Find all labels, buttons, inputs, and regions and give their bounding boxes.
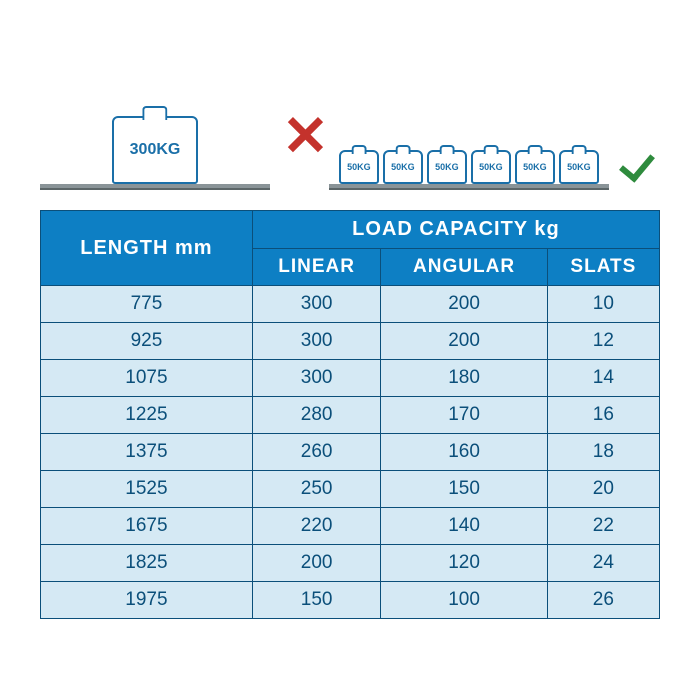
cell-angular: 100 (381, 582, 547, 619)
big-weight-label: 300KG (130, 141, 181, 159)
table-row: 137526016018 (41, 434, 660, 471)
check-icon (621, 128, 665, 184)
cell-slats: 26 (547, 582, 659, 619)
cell-slats: 18 (547, 434, 659, 471)
shelf-right (329, 184, 609, 190)
table-row: 152525015020 (41, 471, 660, 508)
cell-length: 1825 (41, 545, 253, 582)
cell-angular: 120 (381, 545, 547, 582)
cell-linear: 280 (252, 397, 381, 434)
cell-length: 1225 (41, 397, 253, 434)
big-weight-icon: 300KG (112, 116, 198, 184)
load-illustration: 300KG ✕ 50KG 50KG 50KG 50KG 50KG 50KG (30, 60, 670, 190)
cell-length: 775 (41, 286, 253, 323)
cell-slats: 14 (547, 360, 659, 397)
cell-slats: 10 (547, 286, 659, 323)
small-weight-label: 50KG (391, 162, 415, 172)
shelf-group-right: 50KG 50KG 50KG 50KG 50KG 50KG (329, 150, 609, 190)
cell-length: 1975 (41, 582, 253, 619)
cell-linear: 300 (252, 360, 381, 397)
cell-linear: 300 (252, 323, 381, 360)
correct-load-side: 50KG 50KG 50KG 50KG 50KG 50KG (329, 128, 665, 190)
table-row: 77530020010 (41, 286, 660, 323)
small-weight-label: 50KG (567, 162, 591, 172)
header-slats: SLATS (547, 249, 659, 286)
table-row: 92530020012 (41, 323, 660, 360)
table-row: 167522014022 (41, 508, 660, 545)
cell-linear: 300 (252, 286, 381, 323)
table-row: 107530018014 (41, 360, 660, 397)
cell-length: 1525 (41, 471, 253, 508)
cell-length: 925 (41, 323, 253, 360)
cell-linear: 150 (252, 582, 381, 619)
cell-length: 1075 (41, 360, 253, 397)
header-angular: ANGULAR (381, 249, 547, 286)
small-weight-label: 50KG (523, 162, 547, 172)
cell-angular: 180 (381, 360, 547, 397)
small-weight-icon: 50KG (471, 150, 511, 184)
cell-linear: 200 (252, 545, 381, 582)
small-weight-icon: 50KG (383, 150, 423, 184)
cell-slats: 20 (547, 471, 659, 508)
header-linear: LINEAR (252, 249, 381, 286)
wrong-load-side: 300KG ✕ (40, 108, 329, 190)
small-weight-icon: 50KG (515, 150, 555, 184)
cell-linear: 250 (252, 471, 381, 508)
small-weight-icon: 50KG (339, 150, 379, 184)
small-weight-label: 50KG (347, 162, 371, 172)
small-weight-icon: 50KG (559, 150, 599, 184)
cell-angular: 150 (381, 471, 547, 508)
cell-length: 1375 (41, 434, 253, 471)
table-body: 7753002001092530020012107530018014122528… (41, 286, 660, 619)
cell-angular: 160 (381, 434, 547, 471)
shelf-group-left: 300KG (40, 116, 270, 190)
cell-slats: 12 (547, 323, 659, 360)
table-row: 197515010026 (41, 582, 660, 619)
cell-linear: 220 (252, 508, 381, 545)
small-weight-label: 50KG (479, 162, 503, 172)
header-length: LENGTH mm (41, 211, 253, 286)
cell-slats: 22 (547, 508, 659, 545)
small-weight-icon: 50KG (427, 150, 467, 184)
cell-linear: 260 (252, 434, 381, 471)
table-row: 122528017016 (41, 397, 660, 434)
load-capacity-table: LENGTH mm LOAD CAPACITY kg LINEAR ANGULA… (40, 210, 660, 619)
small-weight-label: 50KG (435, 162, 459, 172)
table-row: 182520012024 (41, 545, 660, 582)
cell-angular: 140 (381, 508, 547, 545)
cell-angular: 200 (381, 323, 547, 360)
shelf-left (40, 184, 270, 190)
cell-slats: 24 (547, 545, 659, 582)
cell-slats: 16 (547, 397, 659, 434)
small-weights-row: 50KG 50KG 50KG 50KG 50KG 50KG (339, 150, 599, 184)
header-capacity: LOAD CAPACITY kg (252, 211, 659, 249)
cross-icon: ✕ (282, 108, 329, 164)
cell-angular: 170 (381, 397, 547, 434)
cell-angular: 200 (381, 286, 547, 323)
cell-length: 1675 (41, 508, 253, 545)
